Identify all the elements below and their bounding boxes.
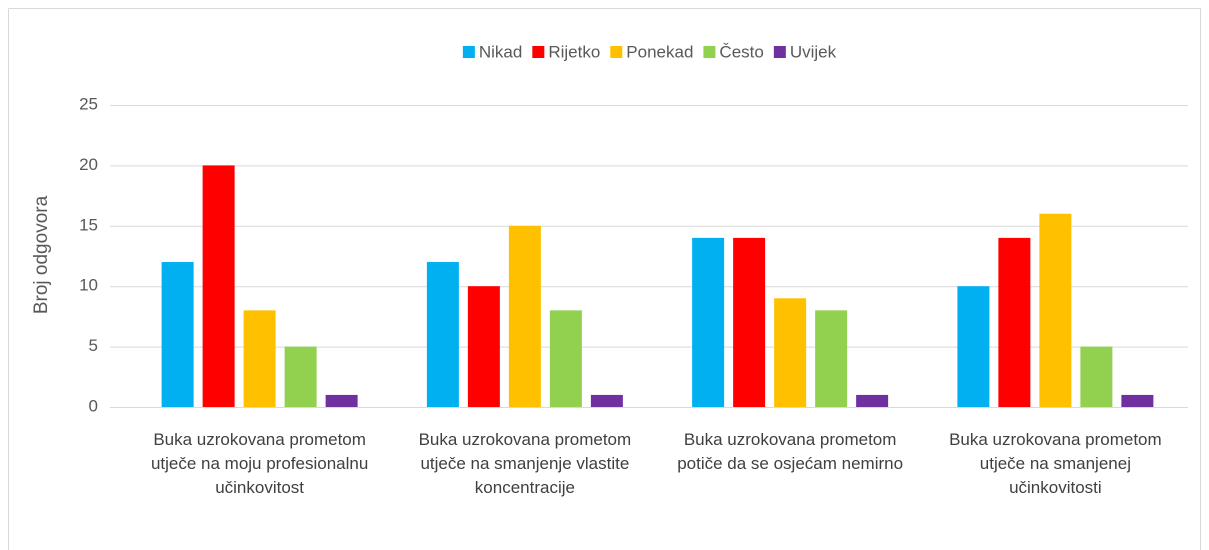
x-tick-label: Buka uzrokovana prometom utječe na moju … <box>150 430 369 497</box>
legend-swatch <box>462 46 475 58</box>
bar <box>774 298 807 407</box>
bar <box>815 310 848 407</box>
y-axis-label: Broj odgovora <box>31 195 52 314</box>
bar <box>1080 346 1113 407</box>
y-tick-label: 25 <box>79 94 98 113</box>
bar <box>426 262 459 407</box>
bar <box>692 237 725 407</box>
bar <box>998 237 1031 407</box>
bar <box>1039 213 1072 407</box>
y-tick-label: 5 <box>89 336 98 355</box>
legend-label: Ponekad <box>626 42 693 61</box>
bar <box>325 394 358 407</box>
legend-label: Uvijek <box>790 42 837 61</box>
bar <box>856 394 889 407</box>
legend-swatch <box>610 46 623 58</box>
y-tick-label: 10 <box>79 276 98 295</box>
bar <box>243 310 276 407</box>
y-tick-label: 20 <box>79 155 98 174</box>
x-tick-label: Buka uzrokovana prometom utječe na smanj… <box>949 430 1162 497</box>
legend-label: Rijetko <box>548 42 600 61</box>
legend-swatch <box>773 46 786 58</box>
bar <box>590 394 623 407</box>
bar <box>1121 394 1154 407</box>
y-tick-label: 0 <box>89 396 98 415</box>
bar <box>202 165 235 407</box>
bar <box>508 225 541 407</box>
bar <box>467 286 500 407</box>
legend-label: Nikad <box>479 42 522 61</box>
bar <box>549 310 582 407</box>
bar <box>161 262 194 407</box>
legend-swatch <box>532 46 545 58</box>
legend-label: Često <box>719 42 763 61</box>
bar <box>957 286 990 407</box>
y-tick-label: 15 <box>79 215 98 234</box>
x-tick-label: Buka uzrokovana prometom utječe na smanj… <box>418 430 632 497</box>
bar <box>284 346 317 407</box>
x-tick-label: Buka uzrokovana prometom potiče da se os… <box>677 430 904 473</box>
legend-swatch <box>703 46 716 58</box>
bar <box>733 237 766 407</box>
